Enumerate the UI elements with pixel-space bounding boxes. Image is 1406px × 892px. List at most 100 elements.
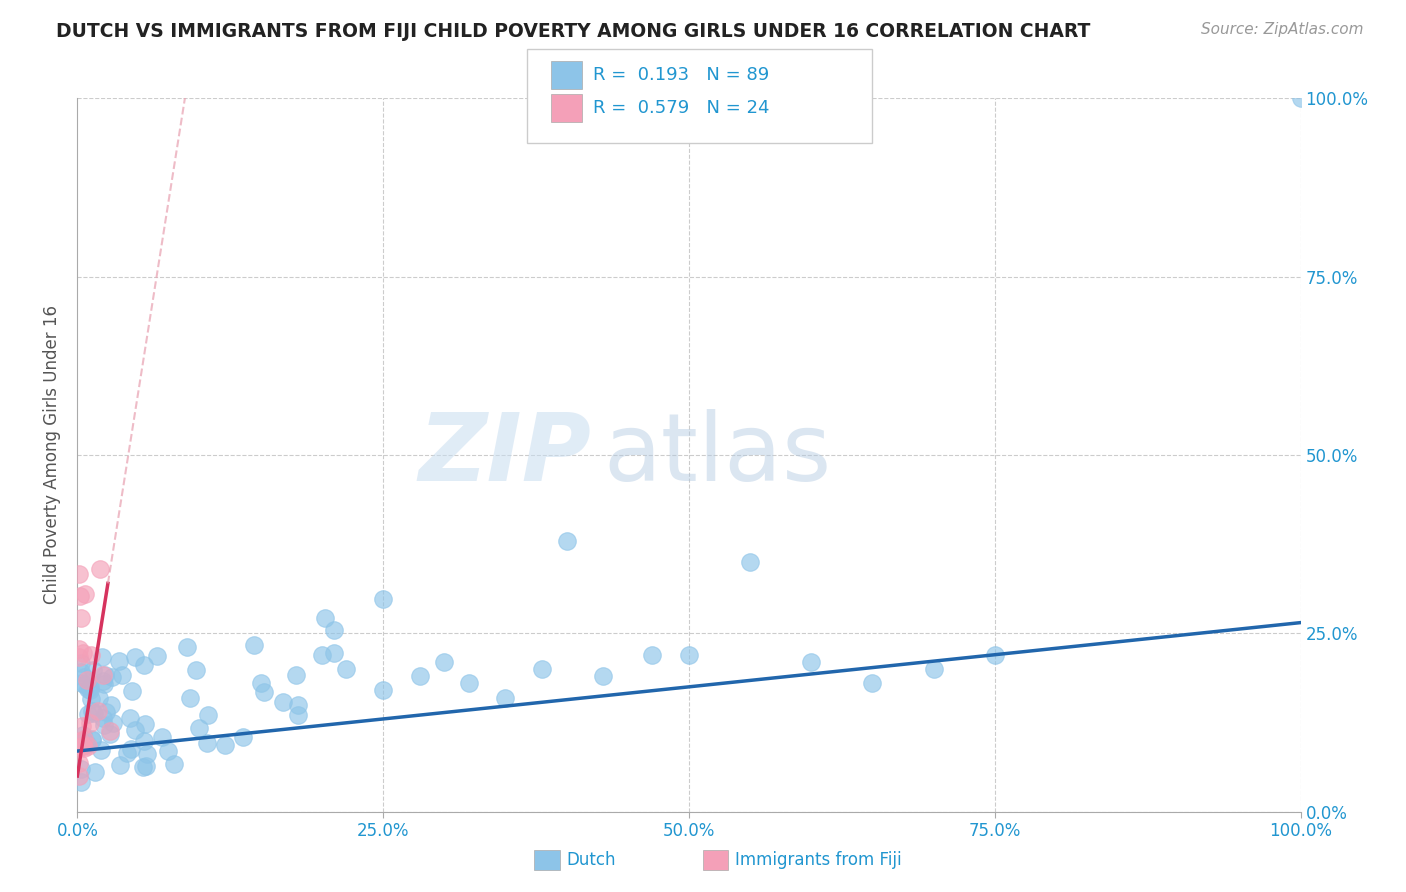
Point	[75, 587, 97, 601]
Point	[67, 769, 90, 783]
Point	[67, 650, 90, 665]
Point	[232, 730, 254, 744]
Point	[311, 648, 333, 662]
Point	[93, 718, 115, 732]
Point	[555, 533, 578, 548]
Point	[77, 682, 100, 697]
Point	[146, 648, 169, 663]
Point	[134, 717, 156, 731]
Point	[69, 739, 91, 754]
Point	[271, 695, 294, 709]
Point	[91, 710, 114, 724]
Point	[76, 737, 98, 751]
Y-axis label: Child Poverty Among Girls Under 16: Child Poverty Among Girls Under 16	[44, 305, 62, 605]
Point	[214, 738, 236, 752]
Point	[322, 623, 344, 637]
Point	[156, 744, 179, 758]
Point	[284, 668, 307, 682]
Point	[457, 676, 479, 690]
Point	[72, 646, 94, 660]
Point	[287, 698, 309, 712]
Point	[73, 741, 96, 756]
Point	[83, 706, 105, 720]
Point	[77, 707, 100, 722]
Point	[120, 741, 142, 756]
Point	[70, 774, 93, 789]
Point	[800, 655, 823, 669]
Point	[90, 650, 112, 665]
Point	[592, 669, 614, 683]
Point	[132, 760, 155, 774]
Point	[242, 638, 264, 652]
Point	[371, 683, 394, 698]
Text: R =  0.193   N = 89: R = 0.193 N = 89	[593, 66, 769, 84]
Point	[108, 758, 131, 772]
Point	[73, 731, 96, 746]
Point	[314, 611, 336, 625]
Point	[117, 746, 139, 760]
Point	[89, 562, 111, 576]
Point	[91, 668, 114, 682]
Point	[83, 764, 105, 779]
Point	[79, 680, 101, 694]
Point	[134, 734, 156, 748]
Point	[984, 648, 1007, 662]
Point	[80, 691, 103, 706]
Text: DUTCH VS IMMIGRANTS FROM FIJI CHILD POVERTY AMONG GIRLS UNDER 16 CORRELATION CHA: DUTCH VS IMMIGRANTS FROM FIJI CHILD POVE…	[56, 22, 1091, 41]
Point	[82, 704, 104, 718]
Point	[93, 677, 115, 691]
Text: R =  0.579   N = 24: R = 0.579 N = 24	[593, 99, 770, 117]
Text: Dutch: Dutch	[567, 851, 616, 869]
Point	[1289, 91, 1312, 105]
Point	[179, 690, 201, 705]
Point	[124, 723, 146, 738]
Point	[495, 690, 517, 705]
Point	[163, 756, 186, 771]
Text: atlas: atlas	[603, 409, 831, 501]
Point	[124, 650, 146, 665]
Point	[72, 739, 94, 754]
Point	[98, 726, 121, 740]
Point	[641, 648, 664, 662]
Point	[79, 716, 101, 731]
Point	[70, 656, 93, 670]
Point	[121, 683, 143, 698]
Point	[134, 658, 156, 673]
Point	[70, 676, 93, 690]
Point	[120, 711, 142, 725]
Point	[90, 743, 112, 757]
Point	[73, 678, 96, 692]
Point	[176, 640, 198, 654]
Point	[77, 739, 100, 753]
Point	[72, 735, 94, 749]
Point	[89, 690, 111, 705]
Point	[100, 698, 122, 712]
Point	[862, 676, 884, 690]
Point	[82, 731, 104, 746]
Point	[678, 648, 700, 662]
Point	[195, 736, 218, 750]
Point	[187, 721, 209, 735]
Point	[79, 682, 101, 697]
Point	[76, 673, 98, 687]
Point	[409, 669, 432, 683]
Point	[98, 723, 121, 738]
Point	[91, 673, 114, 688]
Point	[103, 715, 125, 730]
Point	[531, 662, 554, 676]
Point	[100, 670, 122, 684]
Point	[150, 731, 173, 745]
Point	[197, 708, 219, 723]
Point	[287, 707, 309, 722]
Point	[72, 728, 94, 742]
Point	[323, 646, 346, 660]
Point	[922, 662, 945, 676]
Point	[80, 648, 103, 663]
Point	[250, 676, 273, 690]
Point	[67, 566, 90, 581]
Point	[69, 734, 91, 748]
Point	[93, 667, 115, 681]
Point	[67, 642, 90, 657]
Point	[67, 756, 90, 771]
Text: Immigrants from Fiji: Immigrants from Fiji	[735, 851, 903, 869]
